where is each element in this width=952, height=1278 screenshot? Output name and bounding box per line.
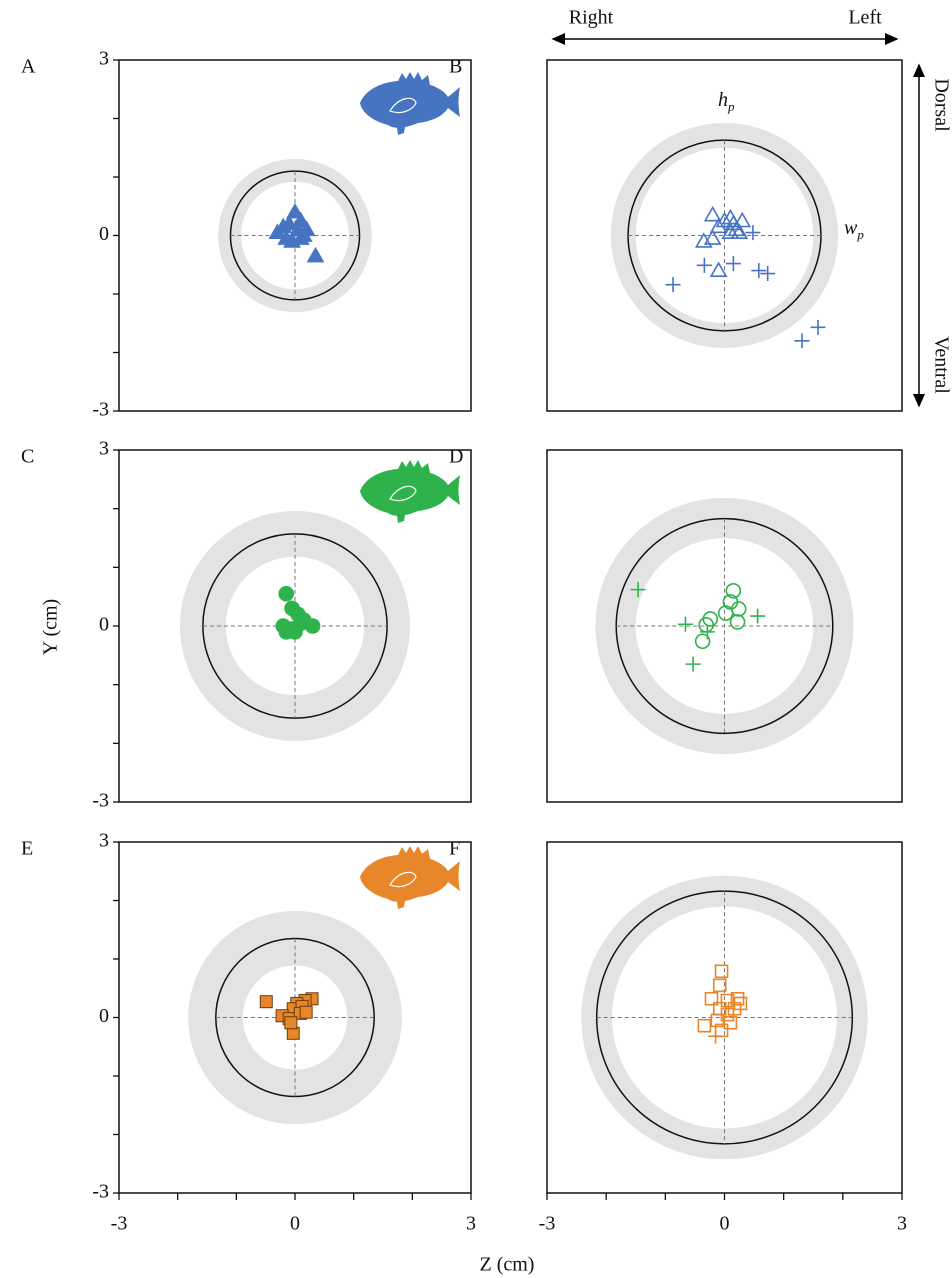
point [750,609,765,624]
annotation-text: w [844,217,858,239]
point [751,263,766,278]
fish-body [360,469,460,516]
fish-fin [396,895,406,909]
y-axis-label: Y (cm) [40,599,62,655]
point [300,1006,312,1018]
annotation-sub: p [856,227,864,242]
point [678,617,693,632]
y-tick-label: 0 [99,1005,109,1027]
figure: Right Left Dorsal Ventral Y (cm) Z (cm) … [0,0,952,1278]
direction-label: Left [848,7,882,29]
y-tick-label: 0 [99,223,109,245]
point [719,606,733,620]
y-tick-label: 3 [99,830,109,852]
y-tick-label: 0 [99,614,109,636]
point [732,602,746,616]
fish-body [360,81,460,128]
point [698,1020,710,1032]
fish-icon [360,846,460,909]
annotation-sub: p [727,99,735,114]
point [731,615,745,629]
point [760,266,775,281]
fish-fin [396,121,406,135]
point [705,208,720,221]
y-tick-label: -3 [92,1181,109,1203]
y-tick-label: 3 [99,438,109,460]
y-tick-label: -3 [92,790,109,812]
point [279,587,293,601]
point [795,333,810,348]
panel-label: D [449,446,463,468]
x-tick-label: 3 [897,1213,907,1235]
panel-label: F [449,838,460,860]
point [697,258,712,273]
point [308,248,323,261]
x-tick-label: -3 [539,1213,556,1235]
point [285,622,299,636]
point [297,613,311,627]
point [745,225,760,240]
y-tick-label: 3 [99,48,109,70]
point [686,657,701,672]
point [714,979,726,991]
point [711,263,726,276]
panel-label: B [449,56,462,78]
fish-fin [396,509,406,523]
point [716,965,728,977]
panel-label: A [21,56,36,78]
direction-label: Ventral [930,336,952,394]
annotation: hp [718,89,735,114]
annotation-text: h [718,89,728,111]
point [810,320,825,335]
fish-body [360,855,460,902]
x-tick-label: 0 [720,1213,730,1235]
x-axis-label: Z (cm) [480,1254,535,1276]
direction-label: Right [569,7,614,29]
fish-icon [360,460,460,523]
point [724,1017,736,1029]
y-tick-label: -3 [92,399,109,421]
fish-icon [360,72,460,135]
direction-label: Dorsal [930,78,952,132]
x-tick-label: 3 [466,1213,476,1235]
x-tick-label: 0 [290,1213,300,1235]
point [260,996,272,1008]
panel-label: E [21,838,33,860]
point [726,256,741,271]
x-tick-label: -3 [111,1213,128,1235]
point [285,1017,297,1029]
panel-label: C [21,446,34,468]
point [666,277,681,292]
annotation: wp [844,217,864,242]
